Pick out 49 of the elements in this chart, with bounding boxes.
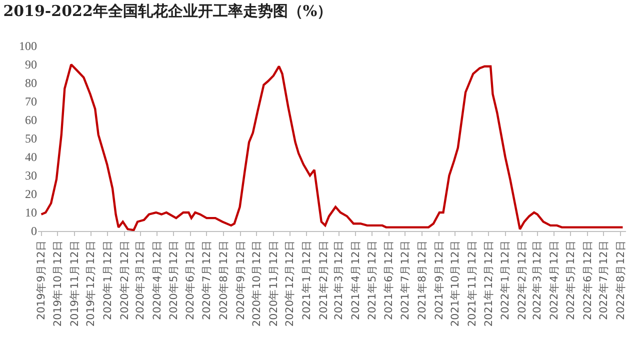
x-tick-label: 2021年6月12日: [383, 240, 396, 320]
x-tick-label: 2022年3月12日: [532, 240, 544, 320]
x-tick-label: 2021年5月12日: [366, 240, 378, 320]
x-tick-label: 2020年11月12日: [268, 240, 280, 327]
x-tick-label: 2022年8月12日: [614, 240, 627, 320]
x-tick-label: 2020年12月12日: [284, 240, 296, 327]
x-tick-label: 2020年5月12日: [168, 240, 180, 320]
x-tick-label: 2022年6月12日: [582, 240, 594, 320]
x-tick-label: 2019年9月12日: [36, 240, 48, 320]
x-tick-label: 2021年8月12日: [416, 240, 428, 320]
x-tick-label: 2022年2月12日: [516, 240, 529, 320]
x-tick-label: 2021年7月12日: [400, 240, 412, 320]
x-tick-label: 2020年2月12日: [118, 240, 131, 320]
x-tick-label: 2021年2月12日: [318, 240, 330, 320]
x-tick-label: 2021年11月12日: [466, 240, 478, 327]
x-tick-label: 2020年8月12日: [218, 240, 230, 320]
x-tick-label: 2021年12月12日: [482, 240, 495, 327]
y-tick-label: 90: [25, 58, 37, 72]
x-tick-label: 2020年7月12日: [201, 240, 214, 320]
y-tick-label: 80: [25, 76, 37, 90]
x-tick-label: 2020年1月12日: [102, 240, 114, 320]
x-tick-label: 2021年4月12日: [350, 240, 362, 320]
x-tick-label: 2022年1月12日: [500, 240, 512, 320]
x-tick-label: 2022年7月12日: [598, 240, 610, 320]
x-tick-label: 2019年10月12日: [52, 240, 64, 327]
x-tick-label: 2020年10月12日: [251, 240, 264, 327]
x-tick-label: 2020年6月12日: [184, 240, 197, 320]
y-tick-label: 10: [25, 206, 37, 220]
y-tick-label: 0: [31, 224, 37, 238]
chart-title: 2019-2022年全国轧花企业开工率走势图（%）: [3, 2, 332, 20]
y-tick-label: 70: [25, 94, 37, 109]
x-tick-label: 2020年4月12日: [152, 240, 164, 320]
x-tick-label: 2019年12月12日: [85, 240, 98, 327]
line-series: [40, 63, 624, 231]
y-tick-label: 100: [19, 39, 37, 54]
x-tick-label: 2020年3月12日: [134, 240, 147, 320]
x-tick-label: 2022年5月12日: [564, 240, 577, 320]
y-tick-label: 50: [25, 132, 37, 146]
x-tick-label: 2021年1月12日: [301, 240, 314, 320]
y-tick-label: 20: [25, 187, 37, 202]
x-tick-label: 2022年4月12日: [548, 240, 561, 320]
y-tick-label: 60: [25, 113, 37, 128]
x-tick-label: 2021年3月12日: [333, 240, 346, 320]
x-tick-label: 2021年10月12日: [450, 240, 462, 327]
y-tick-label: 30: [25, 168, 37, 183]
x-tick-label: 2019年11月12日: [68, 240, 81, 327]
y-tick-label: 40: [25, 150, 37, 164]
x-tick-label: 2020年9月12日: [234, 240, 247, 320]
x-tick-label: 2021年9月12日: [433, 240, 446, 320]
